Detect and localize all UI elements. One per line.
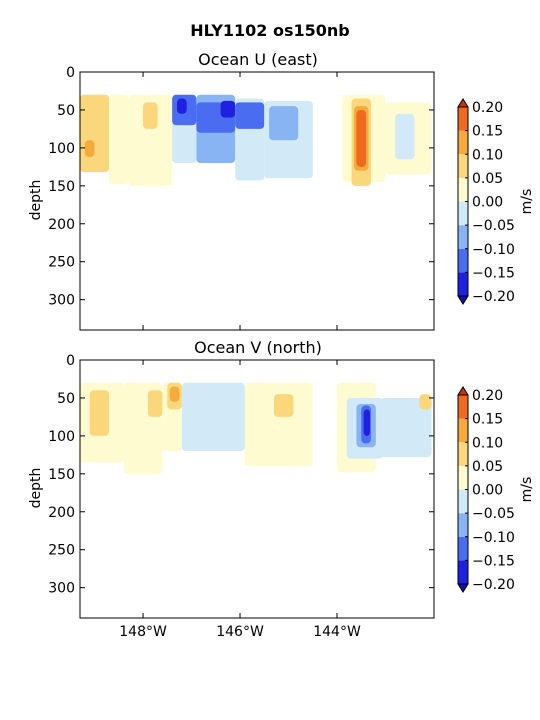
colorbar-extend-low: [457, 583, 469, 593]
data-patch: [84, 140, 95, 157]
y-tick-label: 300: [48, 293, 75, 309]
colorbar-tick-label: −0.15: [472, 265, 515, 281]
y-tick-label: 0: [66, 353, 75, 369]
colorbar-extend-low: [457, 295, 469, 305]
plot-frame: [79, 359, 435, 619]
data-patch: [143, 102, 158, 129]
colorbar-tick-label: 0.15: [472, 124, 503, 140]
axis-ticks: 0 50 100 150 200 250 300: [48, 65, 434, 330]
colorbar-tick-label: 0.10: [472, 147, 503, 163]
colorbar-segment: [458, 248, 468, 273]
colorbar-segment: [458, 154, 468, 178]
y-tick-label: 250: [48, 543, 75, 559]
colorbar-segment: [458, 513, 468, 537]
colorbar-tick-label: −0.10: [472, 242, 515, 258]
data-patch: [269, 106, 299, 141]
x-tick-label: 144°W: [313, 624, 361, 640]
y-axis-label: depth: [28, 468, 44, 509]
y-tick-label: 300: [48, 581, 75, 597]
data-patch: [244, 382, 313, 467]
data-patch: [419, 394, 432, 410]
chart-title: Ocean V (north): [194, 338, 322, 357]
y-tick-label: 50: [57, 391, 75, 407]
chart-ocean-u: Ocean U (east) depth 050100150200250300 …: [28, 50, 535, 331]
data-patches: [80, 94, 432, 186]
figure-title: HLY1102 os150nb: [190, 21, 350, 40]
y-tick-label: 200: [48, 217, 75, 233]
y-tick-label: 100: [48, 429, 75, 445]
colorbar-tick-label: −0.20: [472, 289, 515, 305]
colorbar-tick-label: 0.20: [472, 388, 503, 404]
data-patch: [128, 94, 173, 186]
colorbar-tick-label: −0.15: [472, 553, 515, 569]
data-patch: [176, 98, 187, 114]
colorbar-segment: [458, 395, 468, 419]
data-patches: [80, 382, 432, 474]
axis-ticks: 0 50 100 150 200 250 300 148°W 146°W 144°W: [48, 353, 434, 640]
colorbar-extend-high: [457, 386, 469, 396]
colorbar-unit-label: m/s: [519, 477, 535, 503]
data-patch: [80, 94, 110, 173]
data-patch: [181, 382, 245, 452]
colorbar-segment: [458, 225, 468, 249]
colorbar-tick-label: 0.05: [472, 459, 503, 475]
colorbar-segment: [458, 107, 468, 131]
colorbar-segment: [458, 130, 468, 155]
data-patch: [395, 113, 415, 160]
colorbar-segment: [458, 465, 468, 490]
x-tick-label: 148°W: [119, 624, 167, 640]
y-tick-label: 100: [48, 141, 75, 157]
colorbar: 0.20 0.15 0.10 0.05 0.00 −0.05 −0.10 −0.15 −0.20…: [457, 98, 535, 305]
y-tick-label: 150: [48, 467, 75, 483]
y-tick-label: 0: [66, 65, 75, 81]
colorbar-tick-label: 0.00: [472, 483, 503, 499]
chart-ocean-v: Ocean V (north) depth 0 50 100 150 200 250 300…: [28, 338, 535, 640]
colorbar-segment: [458, 536, 468, 561]
colorbar-tick-label: −0.05: [472, 506, 515, 522]
data-patch: [89, 390, 110, 436]
colorbar-segment: [458, 272, 468, 296]
data-patch: [356, 109, 367, 167]
colorbar-segment: [458, 560, 468, 584]
data-patch: [235, 102, 265, 129]
colorbar-tick-label: 0.15: [472, 412, 503, 428]
data-patch: [109, 94, 129, 185]
x-tick-label: 146°W: [216, 624, 264, 640]
y-tick-label: 150: [48, 179, 75, 195]
data-patch: [273, 394, 294, 417]
colorbar-tick-label: 0.00: [472, 195, 503, 211]
data-patch: [363, 409, 370, 436]
colorbar-segment: [458, 442, 468, 466]
colorbar-tick-label: 0.20: [472, 100, 503, 116]
plot-frame: [79, 71, 435, 331]
y-axis-label: depth: [28, 180, 44, 221]
data-patch: [147, 390, 163, 417]
colorbar-tick-label: −0.20: [472, 577, 515, 593]
colorbar-tick-label: 0.05: [472, 171, 503, 187]
data-patch: [169, 386, 180, 402]
colorbar-tick-label: −0.05: [472, 218, 515, 234]
colorbar-tick-label: −0.10: [472, 530, 515, 546]
colorbar-segment: [458, 201, 468, 226]
colorbar-unit-label: m/s: [519, 189, 535, 215]
colorbar-segment: [458, 177, 468, 202]
y-tick-label: 50: [57, 103, 75, 119]
chart-title: Ocean U (east): [198, 50, 318, 69]
colorbar-extend-high: [457, 98, 469, 108]
colorbar-segment: [458, 418, 468, 443]
y-tick-label: 250: [48, 255, 75, 271]
colorbar-segment: [458, 489, 468, 514]
data-patch: [380, 397, 432, 458]
data-patch: [220, 100, 236, 118]
y-tick-label: 200: [48, 505, 75, 521]
colorbar: 0.20 0.15 0.10 0.05 0.00 −0.05 −0.10 −0.15 −0.20…: [457, 386, 535, 593]
colorbar-tick-label: 0.10: [472, 435, 503, 451]
